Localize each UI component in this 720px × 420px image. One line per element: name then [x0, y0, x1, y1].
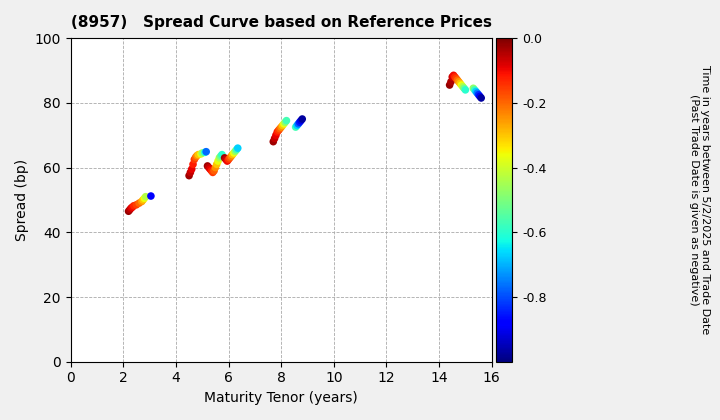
Point [270, 132, 282, 139]
Y-axis label: Spread (bp): Spread (bp) [15, 159, 29, 241]
Point [220, 156, 232, 163]
Point [475, 94, 487, 101]
Y-axis label: Time in years between 5/2/2025 and Trade Date
(Past Trade Date is given as negat: Time in years between 5/2/2025 and Trade… [688, 65, 710, 335]
Point [204, 166, 216, 173]
Point [208, 168, 220, 174]
Point [228, 150, 240, 156]
Point [197, 150, 208, 156]
Point [127, 204, 138, 210]
Point [199, 149, 211, 156]
Point [211, 161, 222, 168]
Point [131, 202, 143, 208]
Point [202, 163, 213, 169]
Point [128, 202, 140, 209]
Point [276, 124, 287, 131]
Point [271, 129, 283, 135]
Point [195, 151, 207, 158]
Point [123, 208, 135, 215]
Point [232, 145, 243, 152]
Point [222, 158, 233, 165]
Point [124, 206, 135, 213]
Point [451, 75, 462, 82]
Point [469, 87, 480, 93]
Point [212, 158, 224, 165]
Point [281, 117, 292, 124]
Point [278, 121, 289, 127]
Point [459, 87, 471, 93]
Point [140, 193, 151, 200]
Point [138, 195, 150, 202]
Point [216, 151, 228, 158]
Point [206, 168, 217, 174]
Point [230, 148, 241, 155]
Point [184, 169, 196, 176]
Point [448, 72, 459, 79]
Point [473, 92, 485, 98]
Point [444, 81, 455, 88]
Point [214, 155, 225, 161]
Point [225, 153, 237, 160]
Point [222, 156, 234, 163]
Point [470, 88, 482, 95]
Point [207, 169, 219, 176]
Point [219, 155, 230, 161]
Point [187, 161, 199, 168]
Point [297, 116, 308, 122]
Point [279, 119, 291, 126]
Point [467, 85, 479, 92]
Point [136, 198, 148, 205]
Point [454, 80, 466, 87]
Point [269, 135, 280, 142]
Point [125, 205, 137, 211]
Point [276, 122, 288, 129]
Point [451, 77, 463, 84]
Point [145, 193, 157, 199]
Point [184, 172, 195, 179]
Point [210, 164, 221, 171]
Point [268, 138, 279, 145]
Point [474, 93, 485, 100]
Point [457, 83, 469, 90]
Point [215, 153, 226, 160]
Point [273, 127, 284, 134]
Point [291, 122, 302, 129]
Point [189, 156, 200, 163]
Point [290, 124, 302, 131]
Point [449, 74, 461, 80]
Point [453, 79, 464, 85]
Point [456, 81, 467, 88]
Point [472, 90, 483, 97]
Point [138, 197, 149, 203]
Point [294, 119, 305, 126]
X-axis label: Maturity Tenor (years): Maturity Tenor (years) [204, 391, 358, 405]
Point [295, 117, 307, 124]
Point [230, 147, 242, 153]
Point [192, 152, 203, 159]
Point [445, 79, 456, 85]
Point [459, 85, 470, 92]
Point [190, 154, 202, 160]
Point [203, 164, 215, 171]
Point [200, 148, 212, 155]
Point [292, 121, 304, 127]
Point [446, 74, 458, 80]
Point [186, 166, 197, 173]
Point [274, 125, 286, 132]
Point [224, 155, 235, 161]
Point [192, 151, 204, 158]
Text: (8957)   Spread Curve based on Reference Prices: (8957) Spread Curve based on Reference P… [71, 15, 492, 30]
Point [227, 151, 238, 158]
Point [133, 200, 145, 207]
